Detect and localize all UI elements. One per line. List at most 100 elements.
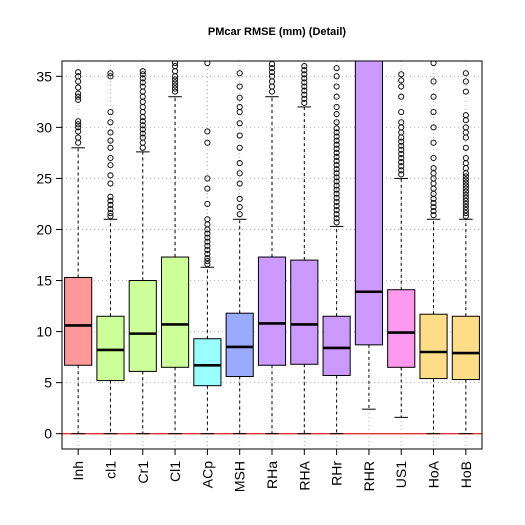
plot-frame <box>61 60 483 450</box>
outlier-point <box>398 159 405 166</box>
outlier-point <box>139 118 146 125</box>
box-body <box>387 289 416 368</box>
box-body <box>96 315 125 382</box>
y-axis: 0 5 10 15 20 25 30 35 <box>36 68 62 442</box>
outlier-point <box>398 93 405 100</box>
outlier-point <box>398 154 405 162</box>
outlier-point <box>430 199 437 206</box>
outlier-point <box>139 68 146 75</box>
outlier-point <box>172 82 179 89</box>
outlier-point <box>139 134 146 141</box>
x-tick-label: RHa <box>264 461 280 489</box>
outlier-point <box>204 185 211 192</box>
outlier-point <box>333 73 340 80</box>
outlier-point <box>204 242 211 249</box>
outlier-point <box>204 221 211 228</box>
outlier-point <box>333 174 340 181</box>
outlier-point <box>398 109 405 116</box>
outlier-point <box>107 193 114 200</box>
y-tick-label: 20 <box>36 221 52 237</box>
outlier-point <box>301 79 308 86</box>
outlier-point <box>398 171 405 178</box>
box-body <box>193 338 222 387</box>
outlier-point <box>172 63 179 70</box>
outlier-point <box>236 203 243 211</box>
x-tick-label: MSH <box>232 461 248 492</box>
outlier-point <box>107 180 114 187</box>
box-body <box>322 315 351 376</box>
outlier-point <box>333 133 340 140</box>
outlier-point <box>333 211 340 218</box>
box-body <box>354 61 383 346</box>
outlier-point <box>236 94 243 101</box>
outlier-point <box>107 144 114 151</box>
outlier-point <box>75 69 82 76</box>
outlier-point <box>107 109 114 116</box>
outlier-point <box>107 70 114 77</box>
outlier-point <box>75 73 82 80</box>
outlier-point <box>268 69 276 76</box>
outlier-point <box>107 201 114 209</box>
outlier-point <box>204 234 211 241</box>
outlier-point <box>172 85 179 92</box>
outlier-point <box>430 185 437 192</box>
outlier-point <box>204 128 211 135</box>
outlier-point <box>333 207 340 214</box>
outlier-point <box>462 154 469 162</box>
outlier-point <box>430 212 437 219</box>
outlier-point <box>75 128 82 135</box>
y-tick-label: 35 <box>36 68 52 84</box>
outlier-point <box>107 172 114 179</box>
outlier-point <box>333 145 340 152</box>
outlier-point <box>462 88 469 95</box>
y-tick-label: 30 <box>36 119 52 135</box>
outlier-point <box>75 121 82 128</box>
outlier-point <box>236 195 243 202</box>
outlier-point <box>301 91 308 98</box>
outlier-point <box>75 139 82 146</box>
outlier-point <box>172 76 179 83</box>
outlier-point <box>139 83 146 90</box>
outlier-point <box>333 83 340 90</box>
outlier-point <box>236 70 243 77</box>
box-ACp <box>193 61 222 435</box>
outlier-point <box>398 77 405 84</box>
box-MSH <box>225 70 254 435</box>
outlier-point <box>430 78 437 85</box>
outlier-point <box>107 210 114 217</box>
outlier-point <box>333 153 340 161</box>
outlier-point <box>236 211 243 218</box>
box-body <box>128 280 157 372</box>
outlier-point <box>236 144 243 151</box>
box-Inh <box>64 69 93 435</box>
outlier-point <box>333 178 340 185</box>
outlier-point <box>75 134 82 141</box>
box-cl1 <box>96 70 125 435</box>
y-tick-label: 25 <box>36 170 52 186</box>
outlier-point <box>172 88 179 95</box>
outlier-point <box>204 250 211 258</box>
outlier-point <box>236 160 243 167</box>
outlier-point <box>236 83 243 90</box>
outlier-point <box>204 216 211 223</box>
box-Cl1 <box>161 61 190 435</box>
outlier-point <box>333 158 340 165</box>
outlier-point <box>398 142 405 149</box>
outlier-point <box>333 162 340 169</box>
x-tick-label: RHR <box>361 461 377 491</box>
x-tick-label: US1 <box>393 461 409 488</box>
outlier-point <box>333 182 340 189</box>
box-RHa <box>257 61 287 435</box>
outlier-point <box>333 219 340 226</box>
outlier-point <box>139 71 146 78</box>
box-body <box>161 256 190 368</box>
y-tick-label: 0 <box>44 426 52 442</box>
outlier-point <box>462 70 469 77</box>
outlier-point <box>333 194 340 201</box>
outlier-point <box>333 170 340 177</box>
box-Cr1 <box>128 68 157 435</box>
outlier-point <box>462 173 469 180</box>
outlier-point <box>462 210 469 217</box>
x-tick-label: HoB <box>458 461 474 488</box>
